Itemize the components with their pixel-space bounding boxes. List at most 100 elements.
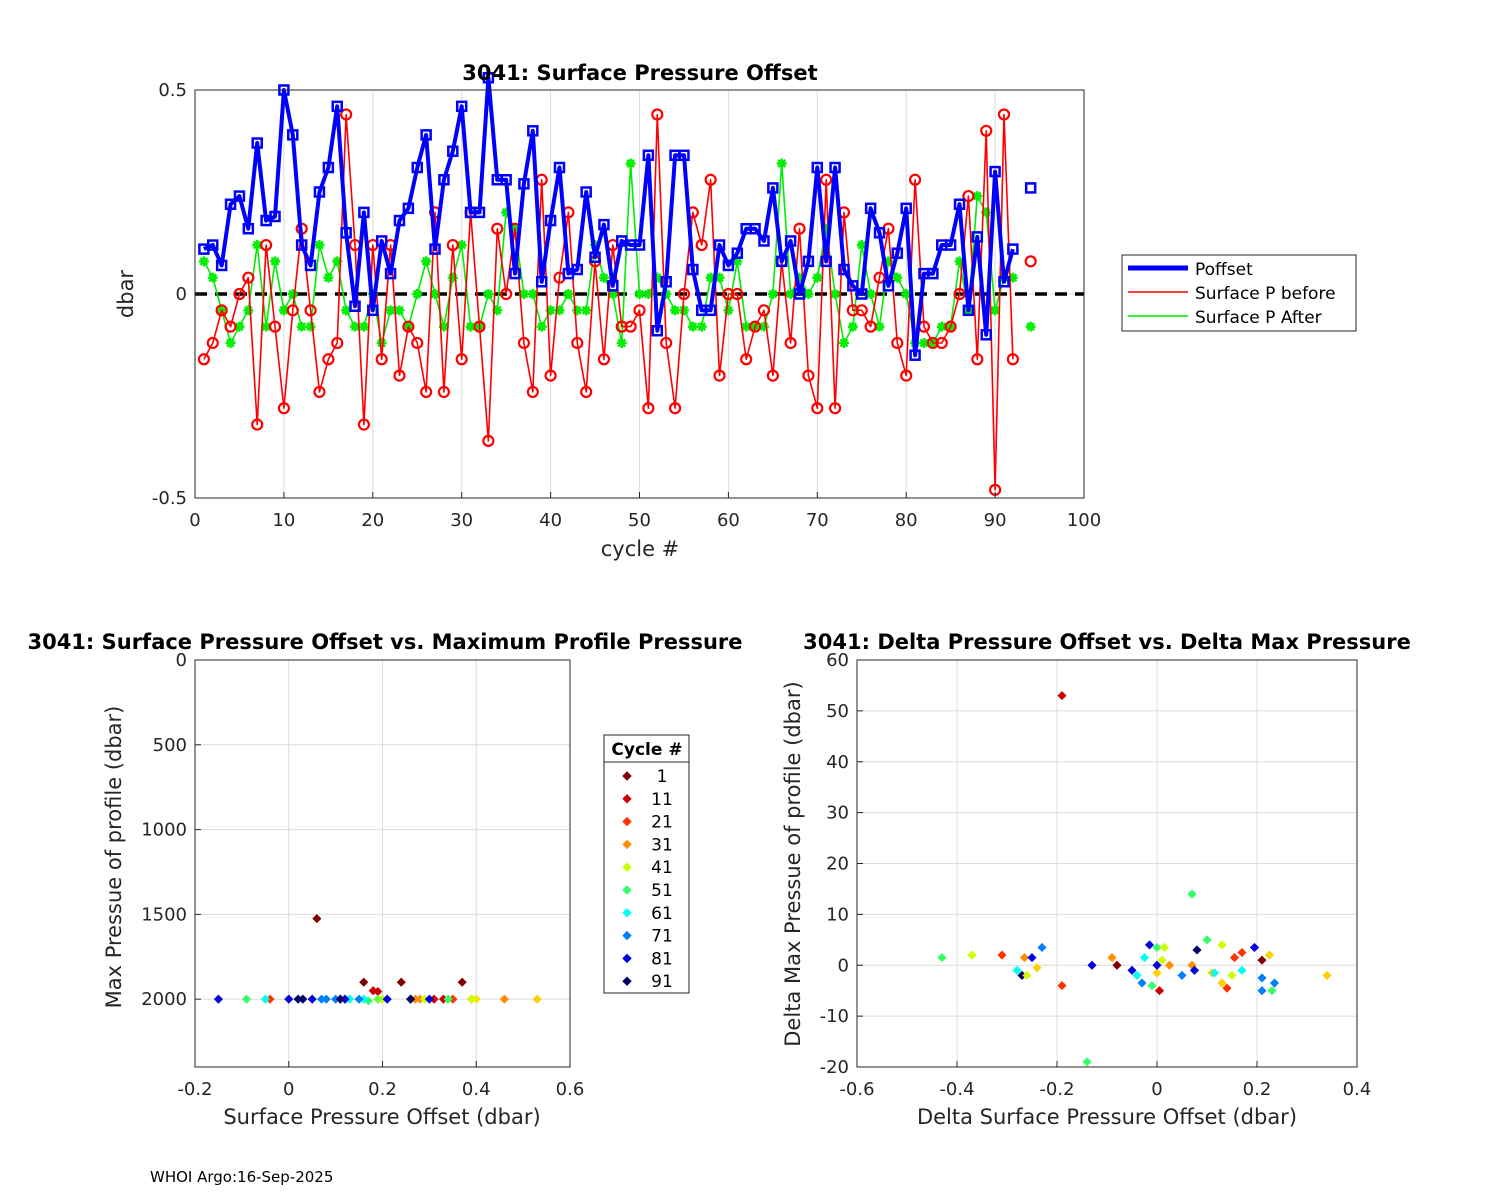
marker-surface-p-before [224, 320, 237, 333]
marker-surface-p-after [990, 305, 1001, 316]
scatter-point [443, 994, 453, 1004]
y-tick-label: 0.5 [158, 80, 187, 101]
y-tick-label: 500 [153, 735, 187, 756]
marker-poffset [980, 329, 992, 341]
scatter-point [499, 994, 509, 1004]
marker-surface-p-before [411, 336, 424, 350]
marker-surface-p-after [812, 272, 823, 283]
scatter-point [1227, 970, 1237, 980]
scatter-point [1269, 978, 1280, 988]
legend-label: 41 [651, 858, 673, 878]
marker-surface-p-before [491, 222, 504, 235]
marker-poffset [304, 259, 317, 272]
marker-surface-p-after [901, 289, 912, 299]
x-tick-label: 0.2 [1243, 1079, 1272, 1100]
x-tick-label: -0.4 [939, 1079, 974, 1100]
scatter-point [241, 994, 252, 1004]
marker-surface-p-before [562, 206, 575, 219]
marker-poffset [535, 276, 548, 288]
x-tick-label: 30 [450, 510, 473, 531]
points-group [937, 691, 1332, 1067]
marker-surface-p-before [393, 369, 406, 382]
marker-surface-p-after [270, 256, 281, 267]
marker-poffset [393, 214, 406, 227]
marker-poffset [402, 202, 415, 215]
ticks: -0.2 0 0.2 0.4 0.6 0 500 1000 1500 2000 [141, 650, 584, 1100]
marker-surface-p-before [615, 320, 628, 333]
legend-label-surface-p-after: Surface P After [1195, 308, 1322, 328]
chart-title: 3041: Delta Pressure Offset vs. Delta Ma… [803, 630, 1411, 654]
marker-surface-p-after [874, 321, 885, 332]
marker-surface-p-after [465, 321, 476, 332]
marker-surface-p-after [936, 321, 947, 332]
marker-poffset [767, 182, 779, 194]
marker-surface-p-before [828, 402, 842, 415]
marker-poffset [447, 145, 459, 157]
chart-delta-offset-vs-delta-max: -0.6 -0.4 -0.2 0 0.2 0.4 -20 -10 0 10 20 30 40 50 60 3… [781, 630, 1411, 1129]
marker-poffset [340, 227, 352, 239]
chart-surface-pressure-offset: 0 10 20 30 40 50 60 70 80 90 100-0.500.5 3041: Sur… [114, 61, 1357, 561]
marker-poffset [971, 231, 984, 243]
marker-poffset [509, 267, 521, 280]
x-tick-label: 40 [539, 510, 562, 531]
marker-surface-p-before [340, 108, 353, 121]
scatter-point [1192, 945, 1202, 955]
marker-poffset [811, 161, 824, 174]
scatter-point [354, 994, 364, 1004]
scatter-point [457, 977, 467, 987]
scatter-point [312, 914, 322, 924]
y-tick-label: 20 [826, 854, 849, 875]
marker-surface-p-before [375, 353, 388, 366]
marker-surface-p-before [500, 287, 513, 301]
scatter-point [1032, 963, 1042, 973]
scatter-point [1257, 973, 1267, 983]
y-tick-label: 30 [826, 803, 849, 824]
marker-surface-p-before [437, 385, 451, 399]
marker-surface-p-before [544, 369, 557, 382]
scatter-point [1217, 978, 1227, 988]
x-tick-label: -0.2 [177, 1079, 212, 1100]
scatter-point [321, 994, 331, 1004]
scatter-point [937, 953, 947, 963]
scatter-point [359, 977, 369, 987]
scatter-point [373, 994, 383, 1004]
marker-surface-p-before [953, 287, 966, 301]
marker-surface-p-after [767, 289, 778, 299]
marker-surface-p-before [535, 173, 548, 186]
marker-surface-p-after [705, 272, 716, 283]
y-tick-label: 60 [826, 650, 849, 671]
marker-poffset [438, 174, 450, 186]
marker-surface-p-after [838, 337, 849, 348]
marker-surface-p-before [748, 320, 762, 333]
scatter-point [1237, 965, 1247, 975]
marker-surface-p-after [847, 321, 858, 332]
legend-marker [622, 976, 632, 986]
marker-poffset [349, 300, 361, 312]
marker-surface-p-after [421, 256, 432, 267]
marker-surface-p-after [892, 272, 903, 283]
x-axis-label: Delta Surface Pressure Offset (dbar) [917, 1105, 1297, 1129]
marker-poffset [322, 161, 335, 174]
marker-surface-p-after [625, 158, 636, 169]
scatter-point [1209, 968, 1220, 978]
marker-surface-p-after [581, 305, 592, 316]
marker-surface-p-before [322, 353, 335, 366]
legend: Poffset Surface P before Surface P After [1121, 254, 1357, 332]
marker-surface-p-before [580, 385, 593, 399]
marker-surface-p-after [527, 289, 538, 299]
scatter-point [1159, 942, 1170, 953]
chart-offset-vs-max-pressure: -0.2 0 0.2 0.4 0.6 0 500 1000 1500 2000 3041: Sur… [27, 630, 742, 1129]
scatter-point [1217, 940, 1227, 950]
marker-poffset [607, 280, 619, 292]
marker-poffset [998, 276, 1010, 288]
marker-poffset [944, 239, 957, 251]
scatter-point [1154, 986, 1165, 996]
marker-surface-p-before [402, 320, 415, 333]
scatter-point [1112, 960, 1122, 970]
scatter-point [1147, 981, 1157, 991]
y-tick-label: 1500 [141, 904, 187, 925]
marker-poffset [962, 304, 975, 317]
scatter-point [1132, 970, 1142, 980]
marker-surface-p-after [492, 305, 503, 316]
